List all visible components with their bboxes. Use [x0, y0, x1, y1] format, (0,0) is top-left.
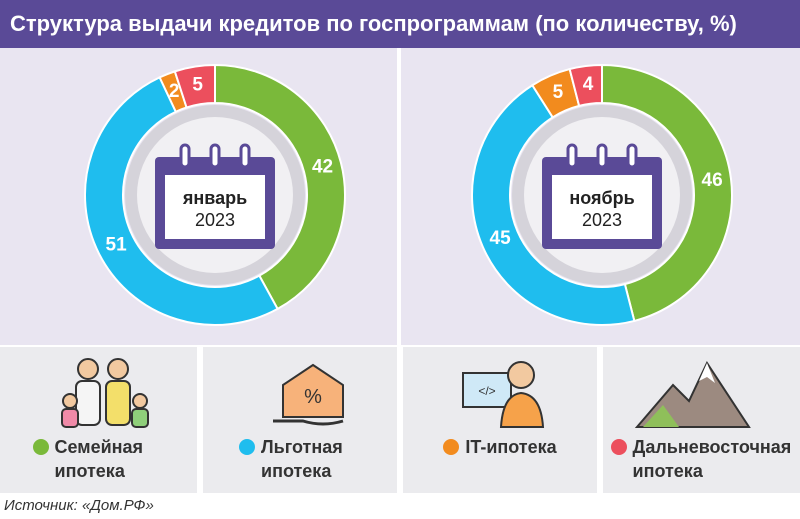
icon-house: % [273, 363, 344, 426]
svg-text:</>: </> [478, 384, 495, 398]
legend-item: </> IT-ипотека [403, 347, 597, 493]
icon-mountains [634, 360, 751, 428]
value-label: 5 [553, 82, 564, 103]
value-label: 45 [490, 228, 512, 249]
calendar-month: ноябрь [569, 188, 634, 208]
legend-item: % Льготная ипотека [203, 347, 397, 493]
calendar-ring [179, 143, 191, 169]
legend-dot [239, 439, 255, 455]
legend-label: IT-ипотека [465, 437, 557, 457]
source: Источник: «Дом.РФ» [4, 497, 154, 514]
calendar-ring [626, 143, 638, 169]
donut-segment [173, 63, 216, 109]
calendar-year: 2023 [195, 210, 235, 230]
calendar-ring [209, 143, 221, 169]
legend-label: Льготная ипотека [261, 437, 343, 481]
donut-segment [214, 63, 346, 311]
value-label: 42 [312, 156, 333, 177]
donut-segment [84, 76, 279, 326]
legend-dot [443, 439, 460, 455]
svg-text:%: % [304, 386, 322, 408]
value-label: 51 [106, 234, 128, 255]
icon-family [61, 358, 149, 428]
legend-dot [32, 439, 49, 455]
legend-label: Семейная ипотека [54, 437, 144, 481]
calendar-ring [239, 143, 251, 169]
calendar-page [165, 175, 265, 239]
value-label: 5 [192, 74, 203, 95]
value-label: 4 [583, 74, 594, 95]
value-label: 2 [169, 81, 180, 102]
calendar-ring [596, 143, 608, 169]
legend-item: Семейная ипотека [0, 347, 197, 493]
donut-segment [471, 83, 636, 326]
calendar-ring [566, 143, 578, 169]
title: Структура выдачи кредитов по госпрограмм… [0, 0, 800, 48]
donut-segment [568, 63, 603, 108]
legend-label: Дальневосточная ипотека [632, 437, 792, 481]
calendar-year: 2023 [582, 210, 622, 230]
legend-dot [610, 439, 627, 455]
value-label: 46 [702, 170, 723, 191]
calendar-month: январь [182, 188, 247, 208]
donut-segment [601, 63, 733, 323]
calendar-page [552, 175, 652, 239]
legend-item: Дальневосточная ипотека [603, 347, 800, 493]
icon-it: </> [462, 361, 545, 428]
